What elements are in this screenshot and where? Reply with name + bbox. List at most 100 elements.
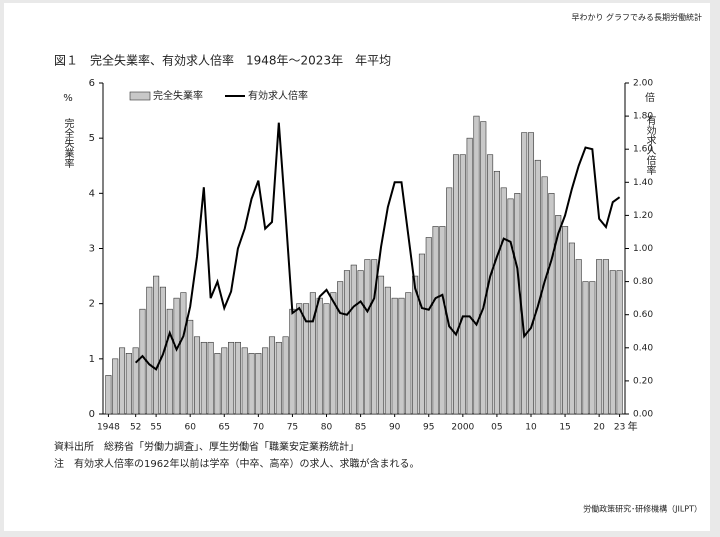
bar — [330, 292, 337, 415]
y2-tick-label: 1.80 — [633, 112, 653, 122]
footer: 労働政策研究･研修機構（JILPT） — [583, 504, 702, 514]
x-tick-label: 75 — [287, 423, 298, 433]
bar — [480, 121, 487, 415]
x-tick-label: 85 — [355, 423, 366, 433]
bar — [425, 237, 432, 415]
bar — [337, 281, 344, 415]
bar — [500, 187, 507, 415]
bar — [582, 281, 589, 415]
bar — [105, 375, 112, 415]
bar — [309, 292, 316, 415]
y-tick-label: 3 — [89, 244, 95, 255]
bar — [378, 275, 385, 415]
bar — [343, 270, 350, 415]
bar — [391, 297, 398, 415]
x-tick-label: 80 — [321, 423, 333, 433]
bar — [602, 259, 609, 415]
x-tick-label: 23 — [614, 423, 625, 433]
bar — [568, 242, 575, 415]
bar — [562, 226, 569, 415]
bar — [207, 341, 214, 415]
bar — [200, 341, 207, 415]
line — [134, 122, 621, 371]
bar — [575, 259, 582, 415]
bar — [125, 353, 132, 415]
bar — [146, 286, 153, 415]
y2-tick-label: 1.20 — [633, 211, 653, 221]
bar — [493, 170, 500, 415]
note: 注 有効求人倍率の1962年以前は学卒（中卒、高卒）の求人、求職が含まれる。 — [54, 457, 419, 470]
x-tick-label: 15 — [559, 423, 570, 433]
bar — [487, 154, 494, 415]
x-tick-label: 95 — [423, 423, 434, 433]
bar — [357, 270, 364, 415]
bar — [459, 154, 466, 415]
bar — [323, 303, 330, 415]
x-unit: 年 — [628, 420, 638, 433]
bar — [371, 259, 378, 415]
bar — [418, 253, 425, 415]
x-tick-label: 1948 — [97, 423, 120, 433]
bar — [514, 193, 521, 415]
bar — [534, 159, 541, 415]
bar — [609, 270, 616, 415]
bar — [432, 226, 439, 415]
header: 早わかり グラフでみる長期労働統計 — [571, 12, 702, 22]
bar — [555, 215, 562, 415]
bar — [466, 137, 473, 415]
x-tick-label: 2000 — [451, 423, 474, 433]
chart: 早わかり グラフでみる長期労働統計 図１ 完全失業率、有効求人倍率 1948年～… — [4, 3, 710, 531]
x-tick-label: 55 — [150, 423, 161, 433]
bar — [452, 154, 460, 415]
bar — [180, 292, 187, 415]
bar — [548, 193, 555, 415]
x-tick-label: 20 — [593, 423, 605, 433]
bar — [262, 347, 269, 415]
bar — [384, 286, 391, 415]
bar — [153, 275, 160, 415]
bar — [527, 132, 535, 415]
bar — [316, 297, 323, 415]
bar — [541, 176, 548, 415]
legend-swatch — [129, 91, 151, 101]
x-tick-label: 52 — [130, 423, 141, 433]
bar — [268, 336, 276, 415]
note: 資料出所 総務省「労働力調査」、厚生労働省「職業安定業務統計」 — [54, 440, 359, 453]
bar — [521, 132, 528, 415]
y2-tick-label: 0.40 — [633, 343, 653, 353]
bar — [296, 303, 303, 415]
bar — [187, 319, 194, 415]
y2-label: 有効求人倍率 — [644, 114, 656, 176]
x-tick-label: 90 — [389, 423, 401, 433]
bar — [405, 292, 412, 415]
bar — [132, 347, 139, 415]
x-tick-label: 70 — [253, 423, 265, 433]
bar — [473, 115, 480, 415]
bar — [228, 341, 235, 415]
bar — [193, 336, 201, 415]
bar — [234, 341, 241, 415]
legend-label: 有効求人倍率 — [248, 89, 308, 102]
x-tick-label: 10 — [525, 423, 537, 433]
bar — [596, 259, 603, 415]
bar — [282, 336, 289, 415]
y2-tick-label: 1.60 — [633, 145, 653, 155]
bar — [507, 198, 514, 415]
y-label: 完全失業率 — [62, 117, 74, 169]
bar — [412, 275, 419, 415]
bar — [119, 347, 126, 415]
panel — [4, 3, 710, 531]
bar — [616, 270, 623, 415]
x-tick-label: 05 — [491, 423, 502, 433]
y2-tick-label: 1.00 — [633, 244, 653, 254]
y2-unit: 倍 — [645, 91, 655, 104]
bar — [241, 347, 248, 415]
y-tick-label: 6 — [89, 78, 95, 89]
bar — [439, 226, 446, 415]
bar — [221, 347, 228, 415]
bar — [303, 303, 310, 415]
bar — [589, 281, 596, 415]
bar — [350, 264, 357, 415]
bar — [255, 353, 262, 415]
